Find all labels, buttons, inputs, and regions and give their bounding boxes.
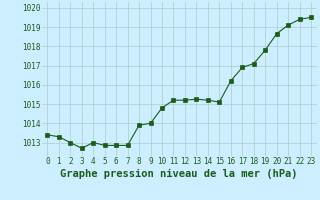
- X-axis label: Graphe pression niveau de la mer (hPa): Graphe pression niveau de la mer (hPa): [60, 169, 298, 179]
